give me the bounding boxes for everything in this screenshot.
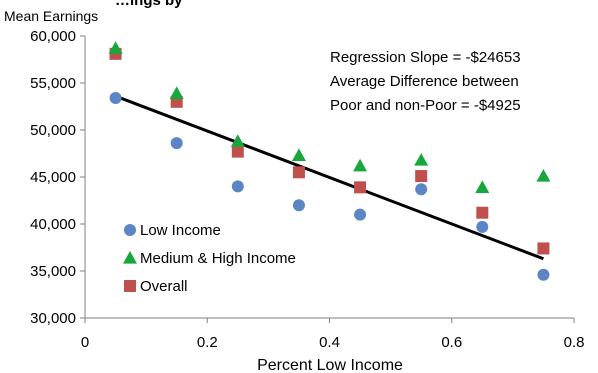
chart-title: …ings by: [115, 0, 183, 9]
legend-marker-circle: [124, 224, 136, 236]
annotation-line-2: Average Difference between: [330, 73, 519, 90]
x-tick-label: 0: [81, 334, 89, 351]
series-circle: [109, 92, 550, 281]
legend-marker-square: [124, 280, 136, 292]
x-axis: 0 0.2 0.4 0.6 0.8: [81, 318, 585, 351]
data-point-circle: [537, 268, 550, 281]
x-tick-label: 0.6: [441, 334, 462, 351]
data-points: [108, 41, 551, 281]
data-point-circle: [476, 220, 489, 233]
series-triangle: [108, 41, 551, 193]
y-tick-label: 35,000: [30, 263, 76, 280]
data-point-circle: [170, 137, 183, 150]
y-tick-label: 50,000: [30, 122, 76, 139]
data-point-circle: [109, 92, 122, 105]
legend-label: Medium & High Income: [140, 250, 296, 267]
data-point-triangle: [291, 148, 306, 161]
data-point-triangle: [169, 86, 184, 99]
data-point-triangle: [108, 41, 123, 54]
data-point-triangle: [353, 158, 368, 172]
data-point-circle: [231, 180, 244, 193]
data-point-square: [537, 242, 550, 255]
y-tick-label: 45,000: [30, 169, 76, 186]
data-point-square: [292, 166, 305, 179]
y-axis-title: Mean Earnings: [4, 8, 98, 24]
data-point-circle: [354, 208, 367, 221]
legend-marker-triangle: [123, 251, 137, 264]
data-point-triangle: [230, 134, 245, 147]
data-point-triangle: [536, 169, 551, 182]
y-tick-label: 30,000: [30, 310, 76, 327]
regression-trendline: [115, 94, 544, 261]
legend-label: Low Income: [140, 222, 221, 239]
x-axis-title: Percent Low Income: [257, 357, 403, 373]
x-tick-label: 0.4: [319, 334, 340, 351]
trendline-layer: [115, 94, 544, 261]
data-point-circle: [415, 183, 428, 196]
x-tick-label: 0.2: [197, 334, 218, 351]
data-point-triangle: [475, 180, 490, 193]
data-point-square: [354, 181, 367, 194]
data-point-triangle: [414, 153, 429, 166]
data-point-circle: [292, 199, 305, 212]
y-tick-label: 60,000: [30, 28, 76, 45]
data-point-square: [415, 170, 428, 183]
data-point-square: [476, 206, 489, 219]
y-axis: 30,000 35,000 40,000 45,000 50,000 55,000 60,0…: [30, 28, 85, 327]
legend: Low Income Medium & High Income Overall: [123, 222, 296, 295]
annotation-box: Regression Slope = -$24653 Average Diffe…: [330, 49, 521, 114]
legend-label: Overall: [140, 278, 188, 295]
y-tick-label: 40,000: [30, 216, 76, 233]
x-tick-label: 0.8: [564, 334, 585, 351]
annotation-line-1: Regression Slope = -$24653: [330, 49, 521, 66]
annotation-line-3: Poor and non-Poor = -$4925: [330, 97, 521, 114]
y-tick-label: 55,000: [30, 75, 76, 92]
data-point-square: [231, 145, 244, 158]
